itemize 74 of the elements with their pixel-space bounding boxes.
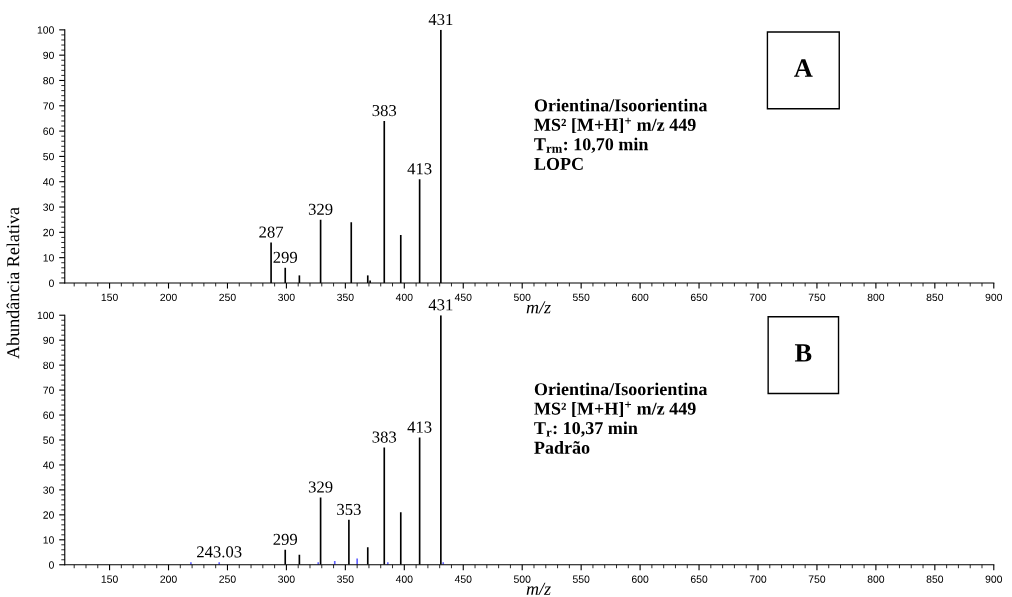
x-tick-label: 150: [101, 293, 118, 302]
x-tick-label: 200: [160, 575, 177, 583]
x-tick-label: 250: [219, 293, 236, 302]
x-tick-label: 450: [454, 293, 472, 302]
text: Orientina/Isoorientina MS² [M+H]$^{+}$ m/z 449 T$_{r}$: 10,37 min Padrão: [534, 382, 708, 454]
x-tick-label: 700: [749, 575, 767, 583]
x-axis-title: m/z: [526, 301, 551, 314]
x-tick-label: 800: [867, 293, 885, 302]
annotation: 329: [308, 203, 333, 215]
annotation: B: [794, 344, 812, 362]
y-tick-label: 0: [48, 561, 54, 569]
y-tick-label: 20: [43, 228, 54, 237]
annotation: 431: [428, 299, 453, 311]
x-axis-title: m/z: [526, 582, 551, 595]
x-tick-label: 750: [808, 575, 826, 583]
annotation: 353: [337, 503, 361, 516]
annotation: 383: [372, 104, 397, 117]
annotation: 299: [273, 251, 298, 264]
y-tick-label: 40: [43, 178, 54, 186]
y-tick-label: 60: [43, 127, 54, 135]
x-tick-label: 450: [454, 575, 472, 583]
y-tick-label: 50: [43, 436, 54, 444]
y-tick-label: 70: [43, 386, 54, 394]
annotation: 329: [308, 481, 333, 493]
x-tick-label: 400: [395, 293, 413, 302]
x-tick-label: 900: [985, 575, 1003, 583]
annotation: 287: [259, 226, 284, 238]
x-tick-label: 600: [631, 293, 649, 302]
x-tick-label: 900: [985, 293, 1003, 302]
y-tick-label: 10: [43, 536, 54, 544]
annotation: 243.03: [197, 546, 242, 558]
x-tick-label: 200: [160, 293, 177, 302]
x-tick-label: 550: [572, 575, 590, 583]
y-tick-label: 30: [43, 203, 54, 211]
x-tick-label: 650: [690, 293, 708, 302]
y-tick-label: 100: [37, 311, 54, 320]
y-tick-label: 40: [43, 461, 54, 469]
x-tick-label: 850: [926, 575, 944, 583]
y-tick-label: 50: [43, 152, 54, 161]
y-tick-label: 90: [43, 336, 54, 345]
x-tick-label: 400: [395, 575, 413, 583]
y-tick-label: 90: [43, 51, 54, 60]
x-tick-label: 350: [337, 293, 354, 302]
annotation: 413: [407, 421, 432, 433]
y-tick-label: 0: [48, 279, 54, 287]
y-tick-label: 100: [37, 26, 54, 34]
x-tick-label: 850: [926, 293, 944, 302]
annotation: 413: [407, 163, 432, 175]
y-tick-label: 10: [43, 254, 54, 262]
y-tick-label: 80: [43, 361, 54, 369]
x-tick-label: 300: [278, 293, 295, 302]
x-tick-label: 500: [513, 293, 531, 302]
y-tick-label: 70: [43, 102, 54, 110]
y-tick-label: 20: [43, 511, 54, 519]
x-tick-label: 300: [278, 575, 295, 583]
x-tick-label: 800: [867, 575, 885, 583]
x-tick-label: 500: [513, 575, 531, 583]
x-tick-label: 250: [219, 575, 236, 583]
y-tick-label: 30: [43, 486, 54, 494]
x-tick-label: 650: [690, 575, 708, 583]
annotation: A: [794, 59, 813, 77]
x-tick-label: 550: [572, 293, 590, 302]
y-axis-title: Abundância Relativa: [6, 207, 20, 359]
x-tick-label: 750: [808, 293, 826, 302]
annotation: 383: [372, 431, 397, 443]
x-tick-label: 700: [749, 293, 767, 302]
annotation: 299: [273, 533, 298, 546]
y-tick-label: 80: [43, 76, 54, 85]
x-tick-label: 150: [101, 575, 118, 583]
annotation: 431: [428, 13, 453, 26]
x-tick-label: 600: [631, 575, 649, 583]
text: Orientina/Isoorientina MS² [M+H]$^{+}$ m/z 449 T$_{rm}$: 10,70 min LOPC: [534, 98, 708, 170]
y-tick-label: 60: [43, 411, 54, 419]
x-tick-label: 350: [337, 575, 354, 583]
